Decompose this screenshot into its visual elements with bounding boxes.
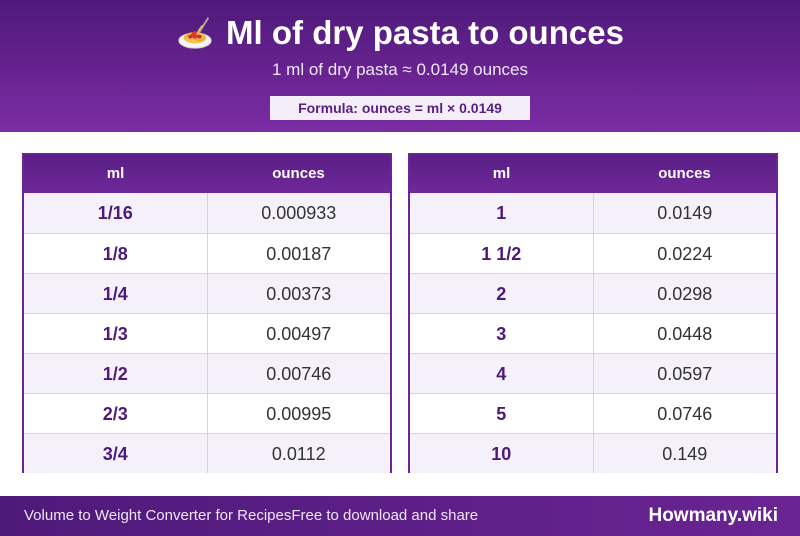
table-row: 2 0.0298 — [410, 273, 776, 313]
brand-link[interactable]: Howmany.wiki — [648, 505, 778, 526]
table-row: 1/4 0.00373 — [24, 273, 390, 313]
ml-cell: 3/4 — [24, 434, 208, 473]
table-header: ml ounces — [24, 155, 390, 193]
table-row: 1/2 0.00746 — [24, 353, 390, 393]
footer: Volume to Weight Converter for RecipesFr… — [0, 496, 800, 536]
ml-cell: 1/16 — [24, 193, 208, 233]
page-title: Ml of dry pasta to ounces — [0, 13, 800, 53]
column-header-ml: ml — [492, 165, 511, 182]
ml-cell: 2 — [410, 274, 594, 313]
ml-cell: 1/3 — [24, 314, 208, 353]
table-row: 1 1/2 0.0224 — [410, 233, 776, 273]
ml-cell: 3 — [410, 314, 594, 353]
column-header-ml: ml — [106, 165, 125, 182]
formula-badge: Formula: ounces = ml × 0.0149 — [270, 96, 530, 120]
ounces-cell: 0.0149 — [657, 203, 713, 223]
table-row: 2/3 0.00995 — [24, 393, 390, 433]
conversion-table-right: ml ounces 1 0.0149 1 1/2 0.0224 2 0.0298 3 0… — [408, 153, 778, 473]
ounces-cell: 0.0298 — [657, 284, 713, 304]
footer-tagline: Volume to Weight Converter for RecipesFr… — [24, 496, 478, 536]
table-row: 4 0.0597 — [410, 353, 776, 393]
column-header-ounces: ounces — [272, 165, 325, 182]
subtitle: 1 ml of dry pasta ≈ 0.0149 ounces — [272, 60, 528, 79]
ml-cell: 5 — [410, 394, 594, 433]
ml-cell: 2/3 — [24, 394, 208, 433]
ounces-cell: 0.0112 — [271, 444, 326, 464]
ounces-cell: 0.00373 — [266, 284, 332, 304]
ounces-cell: 0.00187 — [266, 244, 332, 264]
table-row: 3/4 0.0112 — [24, 433, 390, 473]
table-row: 1/8 0.00187 — [24, 233, 390, 273]
ml-cell: 1 1/2 — [410, 234, 594, 273]
table-row: 1 0.0149 — [410, 193, 776, 233]
conversion-table-left: ml ounces 1/16 0.000933 1/8 0.00187 1/4 0.0… — [22, 153, 392, 473]
ounces-cell: 0.000933 — [261, 203, 337, 223]
footer-text-share: Free to download and share — [291, 507, 479, 524]
footer-text-converter: Volume to Weight Converter for Recipes — [24, 507, 292, 524]
ml-cell: 1/2 — [24, 354, 208, 393]
header: Ml of dry pasta to ounces 1 ml of dry pa… — [0, 0, 800, 132]
column-header-ounces: ounces — [658, 165, 711, 182]
ml-cell: 1/8 — [24, 234, 208, 273]
table-row: 10 0.149 — [410, 433, 776, 473]
ounces-cell: 0.0746 — [657, 404, 713, 424]
ml-cell: 10 — [410, 434, 594, 473]
ml-cell: 1 — [410, 193, 594, 233]
table-row: 1/16 0.000933 — [24, 193, 390, 233]
ml-cell: 4 — [410, 354, 594, 393]
ounces-cell: 0.00995 — [266, 404, 332, 424]
ounces-cell: 0.149 — [662, 444, 708, 464]
ounces-cell: 0.00746 — [266, 364, 332, 384]
ounces-cell: 0.00497 — [266, 324, 332, 344]
table-row: 1/3 0.00497 — [24, 313, 390, 353]
ounces-cell: 0.0448 — [657, 324, 713, 344]
ounces-cell: 0.0597 — [657, 364, 713, 384]
table-row: 5 0.0746 — [410, 393, 776, 433]
spaghetti-icon — [178, 17, 212, 49]
ounces-cell: 0.0224 — [657, 244, 713, 264]
ml-cell: 1/4 — [24, 274, 208, 313]
table-header: ml ounces — [410, 155, 776, 193]
table-row: 3 0.0448 — [410, 313, 776, 353]
title-text: Ml of dry pasta to ounces — [226, 14, 624, 51]
